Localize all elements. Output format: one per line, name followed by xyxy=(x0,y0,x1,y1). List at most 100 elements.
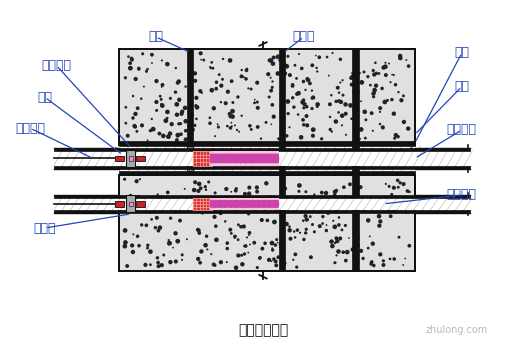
Point xyxy=(123,263,132,269)
Bar xyxy=(210,198,279,210)
Point xyxy=(234,94,242,100)
Point xyxy=(356,184,365,190)
Point xyxy=(385,61,393,66)
Point xyxy=(250,100,259,106)
Point xyxy=(154,228,163,233)
Point xyxy=(210,214,219,220)
Point xyxy=(284,53,292,59)
Point xyxy=(245,185,254,190)
Point xyxy=(380,206,388,212)
Point xyxy=(269,61,277,67)
Point xyxy=(318,136,326,142)
Point xyxy=(234,253,242,258)
Point xyxy=(211,207,220,213)
Point xyxy=(391,82,400,88)
Point xyxy=(338,77,347,83)
Point xyxy=(355,90,363,96)
Point xyxy=(128,57,136,63)
Point xyxy=(351,179,359,184)
Point xyxy=(206,64,214,69)
Point xyxy=(121,228,129,233)
Point xyxy=(143,66,151,72)
Point xyxy=(135,243,143,248)
Point xyxy=(157,194,165,199)
Point xyxy=(156,93,165,99)
Point xyxy=(124,133,132,139)
Point xyxy=(269,114,278,120)
Point xyxy=(175,97,184,102)
Point xyxy=(181,128,190,134)
Point xyxy=(277,244,286,250)
Point xyxy=(327,239,336,245)
Point xyxy=(348,82,356,87)
Point xyxy=(196,50,205,56)
Point xyxy=(278,71,286,77)
Point xyxy=(326,200,335,205)
Point xyxy=(381,64,390,69)
Point xyxy=(137,222,146,228)
Point xyxy=(267,75,275,81)
Point xyxy=(390,111,398,117)
Point xyxy=(335,214,343,220)
Point xyxy=(159,252,168,258)
Point xyxy=(323,54,331,60)
Point xyxy=(242,76,250,82)
Point xyxy=(181,118,190,124)
Point xyxy=(390,72,398,78)
Point xyxy=(133,129,141,134)
Point xyxy=(191,103,200,108)
Point xyxy=(335,98,343,104)
Point xyxy=(335,110,343,115)
Point xyxy=(164,134,173,140)
Point xyxy=(274,71,282,76)
Point xyxy=(211,133,219,139)
Point xyxy=(141,262,149,268)
Point xyxy=(295,188,303,194)
Point xyxy=(170,209,179,214)
Point xyxy=(267,58,275,63)
Point xyxy=(242,67,251,73)
Point xyxy=(400,200,409,206)
Point xyxy=(266,194,274,200)
Point xyxy=(300,105,308,111)
Point xyxy=(241,191,249,197)
Point xyxy=(349,247,357,252)
Text: 套管式穿墙管: 套管式穿墙管 xyxy=(238,323,288,337)
Point xyxy=(312,65,321,71)
Point xyxy=(232,265,240,271)
Point xyxy=(395,203,403,209)
Point xyxy=(272,262,280,268)
Point xyxy=(379,258,388,264)
Point xyxy=(173,101,181,107)
Point xyxy=(238,261,247,267)
Point xyxy=(207,65,215,71)
Point xyxy=(188,127,197,132)
Point xyxy=(134,194,143,200)
Point xyxy=(138,51,147,57)
Point xyxy=(308,88,316,93)
Point xyxy=(223,123,231,129)
Point xyxy=(178,257,186,263)
Point xyxy=(196,260,204,266)
Point xyxy=(212,86,220,92)
Bar xyxy=(54,198,470,210)
Point xyxy=(322,222,331,228)
Point xyxy=(240,251,249,257)
Point xyxy=(176,218,184,223)
Point xyxy=(264,205,272,211)
Bar xyxy=(187,49,194,175)
Point xyxy=(177,111,186,117)
Point xyxy=(216,209,225,215)
Point xyxy=(386,79,394,85)
Point xyxy=(368,110,376,116)
Point xyxy=(269,55,278,61)
Point xyxy=(268,79,277,84)
Text: 嵌缝材料: 嵌缝材料 xyxy=(447,188,477,202)
Point xyxy=(288,83,297,89)
Point xyxy=(226,114,235,120)
Point xyxy=(181,136,190,142)
Point xyxy=(207,198,215,203)
Point xyxy=(356,136,364,142)
Point xyxy=(121,240,129,245)
Point xyxy=(270,256,278,262)
